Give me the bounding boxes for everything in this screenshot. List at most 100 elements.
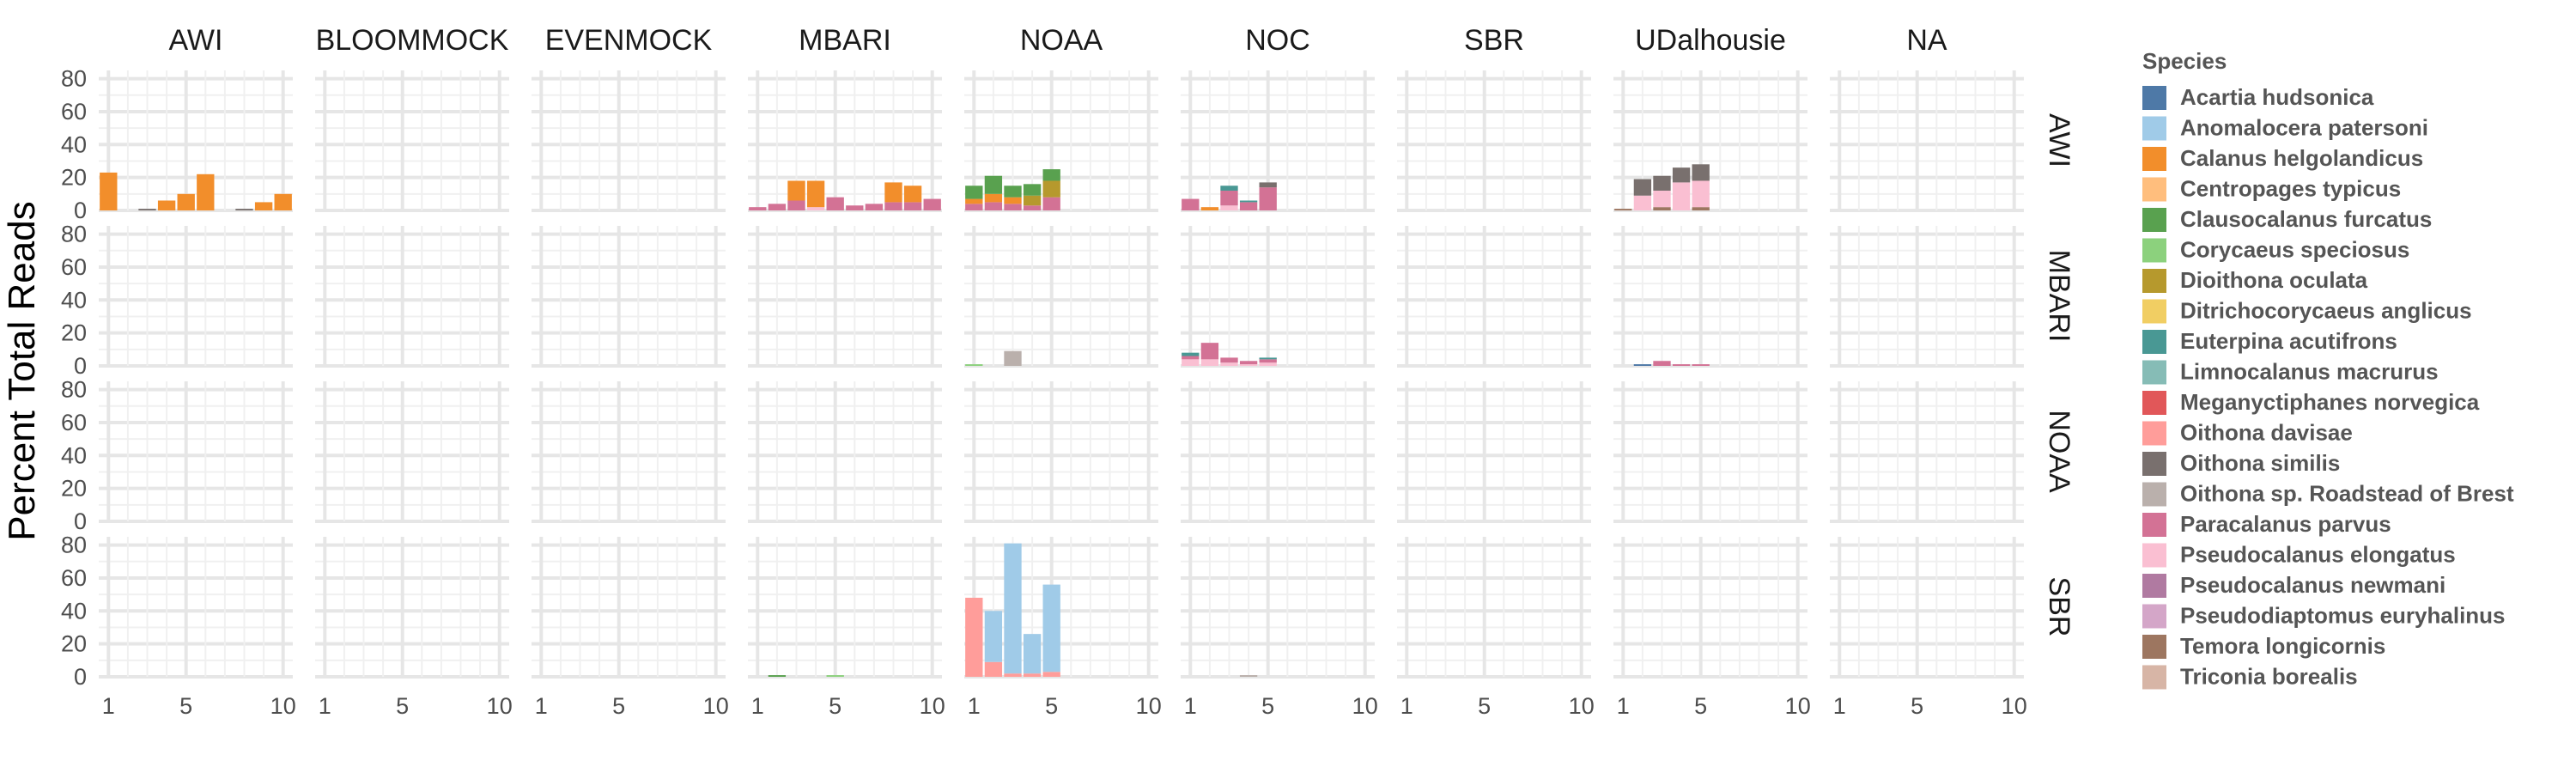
bar-segment-pseudocalanus-elongatus [1653, 190, 1671, 208]
bar-segment-pseudocalanus-elongatus [1239, 364, 1258, 366]
legend-label-acartia-hudsonica: Acartia hudsonica [2180, 84, 2374, 110]
legend-label-corycaeus-speciosus: Corycaeus speciosus [2180, 237, 2409, 263]
panel-sbr-udalhousie [1613, 537, 1807, 679]
bar-segment-calanus-helgolandicus [177, 193, 195, 210]
y-tick-label: 60 [61, 410, 87, 435]
panel-noaa-awi [99, 381, 293, 523]
legend-label-pseudodiaptomus-euryhalinus: Pseudodiaptomus euryhalinus [2180, 603, 2506, 629]
bar-segment-paracalanus-parvus [1220, 357, 1238, 363]
legend-swatch-oithona-davisae [2142, 421, 2166, 446]
legend-swatch-euterpina-acutifrons [2142, 330, 2166, 354]
legend-swatch-ditrichocorycaeus-anglicus [2142, 299, 2166, 324]
x-tick-label: 10 [1352, 693, 1378, 719]
y-tick-label: 60 [61, 99, 87, 125]
bar-segment-paracalanus-parvus [826, 197, 844, 210]
legend-label-temora-longicornis: Temora longicornis [2180, 633, 2385, 659]
bar-segment-clausocalanus-furcatus [965, 186, 983, 199]
x-tick-label: 10 [1569, 693, 1595, 719]
y-tick-label: 0 [74, 353, 87, 379]
x-tick-label: 5 [829, 693, 841, 719]
x-tick-label: 5 [1694, 693, 1707, 719]
legend: Species Acartia hudsonica Anomalocera pat… [2142, 48, 2514, 690]
legend-swatch-oithona-similis [2142, 452, 2166, 476]
bar-segment-paracalanus-parvus [1182, 356, 1200, 360]
bar-segment-euterpina-acutifrons [1239, 200, 1258, 203]
panel-awi-awi [99, 70, 293, 212]
bar-segment-pseudocalanus-elongatus [1672, 182, 1691, 210]
legend-label-pseudocalanus-elongatus: Pseudocalanus elongatus [2180, 542, 2456, 568]
bar-segment-anomalocera-patersoni [1004, 543, 1022, 674]
bar-segment-calanus-helgolandicus [197, 173, 215, 210]
legend-swatch-paracalanus-parvus [2142, 513, 2166, 537]
bar-segment-paracalanus-parvus [1004, 204, 1022, 210]
panel-mbari-na [1830, 226, 2024, 368]
x-tick-label: 1 [535, 693, 548, 719]
bar-segment-paracalanus-parvus [923, 198, 941, 210]
panel-mbari-noaa [964, 226, 1158, 368]
x-tick-label: 10 [487, 693, 513, 719]
col-strip-label-bloommock: BLOOMMOCK [316, 24, 509, 57]
panel-sbr-sbr [1397, 537, 1591, 679]
legend-swatch-acartia-hudsonica [2142, 86, 2166, 110]
bars-sbr-mbari [768, 675, 844, 677]
x-tick-label: 5 [1261, 693, 1274, 719]
bar-segment-calanus-helgolandicus [965, 198, 983, 204]
x-tick-label: 10 [920, 693, 945, 719]
bars-mbari-udalhousie [1633, 361, 1710, 366]
x-tick-label: 1 [319, 693, 331, 719]
x-tick-label: 1 [1400, 693, 1413, 719]
bar-segment-temora-longicornis [1614, 209, 1632, 210]
bars-sbr-noaa [965, 543, 1060, 677]
panels-layer: AWI BLOOMMOCK EVENMOCK MBARI NOAA NOC SBR UDalh… [61, 24, 2075, 719]
legend-label-euterpina-acutifrons: Euterpina acutifrons [2180, 328, 2397, 354]
bar-segment-paracalanus-parvus [1239, 202, 1258, 210]
bar-segment-paracalanus-parvus [768, 204, 787, 210]
legend-label-pseudocalanus-newmani: Pseudocalanus newmani [2180, 572, 2445, 598]
y-tick-label: 0 [74, 664, 87, 690]
panel-noaa-noc [1181, 381, 1375, 523]
legend-swatch-pseudocalanus-newmani [2142, 574, 2166, 598]
panel-sbr-awi [99, 537, 293, 679]
y-tick-label: 40 [61, 598, 87, 624]
y-tick-label: 20 [61, 165, 87, 191]
bar-segment-pseudocalanus-elongatus [1633, 195, 1652, 210]
legend-swatch-triconia-borealis [2142, 665, 2166, 690]
bar-segment-paracalanus-parvus [903, 202, 922, 210]
bar-segment-paracalanus-parvus [1042, 197, 1060, 210]
legend-swatch-calanus-helgolandicus [2142, 147, 2166, 171]
bar-segment-paracalanus-parvus [1182, 198, 1200, 210]
legend-label-oithona-davisae: Oithona davisae [2180, 420, 2353, 446]
row-strip-label-awi: AWI [2043, 113, 2075, 167]
legend-swatch-oithona-sp-roadstead-of-brest [2142, 482, 2166, 507]
bar-segment-calanus-helgolandicus [254, 202, 273, 210]
y-tick-label: 80 [61, 533, 87, 558]
legend-swatch-temora-longicornis [2142, 635, 2166, 659]
legend-swatch-corycaeus-speciosus [2142, 238, 2166, 263]
bars-awi-awi [100, 172, 292, 210]
panel-awi-sbr [1397, 70, 1591, 212]
panel-mbari-noc [1181, 226, 1375, 368]
legend-label-limnocalanus-macrurus: Limnocalanus macrurus [2180, 359, 2439, 385]
bar-segment-oithona-sp-roadstead-of-brest [1004, 350, 1022, 366]
col-strip-label-awi: AWI [169, 24, 223, 57]
bar-segment-calanus-helgolandicus [1004, 197, 1022, 204]
bar-segment-calanus-helgolandicus [984, 193, 1003, 203]
x-tick-label: 1 [968, 693, 981, 719]
panel-mbari-bloommock [315, 226, 509, 368]
bar-segment-oithona-davisae [965, 597, 983, 677]
legend-label-dioithona-oculata: Dioithona oculata [2180, 267, 2368, 293]
bar-segment-euterpina-acutifrons [1259, 357, 1277, 360]
bar-segment-paracalanus-parvus [1220, 190, 1238, 206]
x-tick-label: 5 [612, 693, 625, 719]
x-tick-label: 10 [703, 693, 729, 719]
bar-segment-calanus-helgolandicus [884, 182, 902, 203]
x-tick-label: 5 [179, 693, 192, 719]
panel-sbr-evenmock [532, 537, 726, 679]
panel-sbr-na [1830, 537, 2024, 679]
row-strip-label-noaa: NOAA [2043, 410, 2075, 493]
row-strip-label-sbr: SBR [2043, 577, 2075, 637]
col-strip-label-evenmock: EVENMOCK [545, 24, 713, 57]
x-tick-label: 1 [102, 693, 115, 719]
bar-segment-paracalanus-parvus [787, 200, 805, 210]
bar-segment-calanus-helgolandicus [1200, 207, 1219, 210]
